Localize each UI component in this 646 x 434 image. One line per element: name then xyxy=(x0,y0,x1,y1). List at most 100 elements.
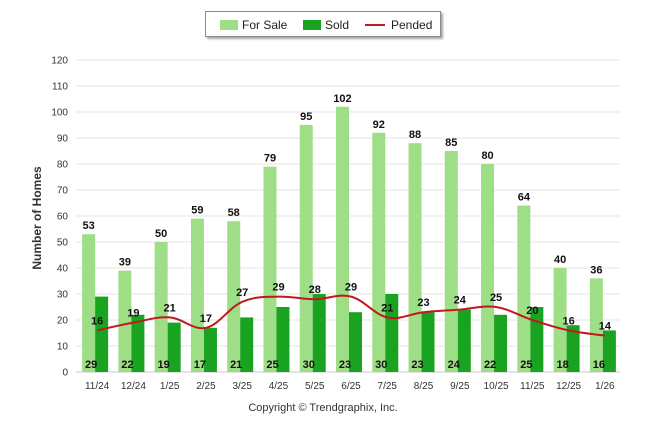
sold-label: 22 xyxy=(121,359,133,371)
sold-bar xyxy=(203,327,217,372)
pended-label: 17 xyxy=(200,313,212,325)
x-tick-label: 12/25 xyxy=(556,381,581,392)
for-sale-label: 79 xyxy=(264,153,276,165)
legend: For Sale Sold Pended xyxy=(205,11,441,37)
pended-line-group xyxy=(96,294,606,337)
data-labels: 53 29 39 22 50 19 59 17 58 21 79 25 95 30 102 23 92 30 88 2… xyxy=(83,93,612,371)
x-tick-label: 2/25 xyxy=(196,381,216,392)
pended-label: 23 xyxy=(417,297,429,309)
sold-bar xyxy=(385,294,399,372)
sold-label: 30 xyxy=(375,359,387,371)
for-sale-label: 64 xyxy=(518,192,531,204)
sold-label: 19 xyxy=(158,359,170,371)
y-tick-label: 120 xyxy=(51,56,68,67)
sold-label: 22 xyxy=(484,359,496,371)
sold-bar xyxy=(421,312,435,372)
sold-bar xyxy=(95,296,109,372)
x-tick-label: 3/25 xyxy=(232,381,252,392)
legend-swatch-pended xyxy=(365,24,385,26)
for-sale-label: 40 xyxy=(554,254,566,266)
pended-label: 19 xyxy=(127,308,139,320)
pended-label: 21 xyxy=(164,302,176,314)
legend-swatch-for-sale xyxy=(220,20,238,30)
for-sale-label: 92 xyxy=(373,119,385,131)
legend-swatch-sold xyxy=(303,20,321,30)
sold-bar xyxy=(312,294,326,372)
sold-label: 16 xyxy=(593,359,605,371)
for-sale-label: 53 xyxy=(83,220,95,232)
for-sale-label: 50 xyxy=(155,228,167,240)
sold-bar xyxy=(494,314,508,372)
sold-bar xyxy=(349,312,362,372)
y-tick-label: 100 xyxy=(51,108,68,119)
for-sale-label: 36 xyxy=(590,264,602,276)
for-sale-bar xyxy=(517,205,531,372)
for-sale-label: 80 xyxy=(481,150,493,162)
y-tick-label: 40 xyxy=(57,264,69,275)
y-tick-label: 0 xyxy=(62,368,68,379)
x-tick-label: 1/25 xyxy=(160,381,180,392)
sold-label: 23 xyxy=(339,359,351,371)
pended-line xyxy=(96,294,606,337)
y-tick-label: 60 xyxy=(57,212,69,223)
x-tick-label: 6/25 xyxy=(341,381,361,392)
sold-label: 21 xyxy=(230,359,242,371)
pended-label: 25 xyxy=(490,292,502,304)
for-sale-label: 85 xyxy=(445,137,457,149)
for-sale-bar xyxy=(408,143,422,372)
for-sale-bar xyxy=(336,106,349,373)
for-sale-label: 102 xyxy=(333,93,351,105)
y-tick-label: 90 xyxy=(57,134,69,145)
for-sale-label: 39 xyxy=(119,257,131,269)
x-tick-label: 8/25 xyxy=(414,381,434,392)
for-sale-bar xyxy=(154,242,168,372)
for-sale-bar xyxy=(589,278,603,372)
for-sale-bar xyxy=(299,125,313,372)
x-tick-label: 10/25 xyxy=(484,381,509,392)
x-tick-label: 11/25 xyxy=(520,381,545,392)
x-tick-label: 12/24 xyxy=(121,381,146,392)
pended-label: 21 xyxy=(381,302,393,314)
sold-label: 23 xyxy=(411,359,423,371)
for-sale-label: 58 xyxy=(228,207,240,219)
for-sale-label: 95 xyxy=(300,111,312,123)
for-sale-bar xyxy=(481,164,495,372)
pended-label: 14 xyxy=(599,321,612,333)
x-tick-label: 9/25 xyxy=(450,381,470,392)
sold-label: 24 xyxy=(448,359,461,371)
legend-label-sold: Sold xyxy=(325,18,350,32)
for-sale-bar xyxy=(190,218,204,372)
sold-bar xyxy=(457,309,471,372)
sold-bars xyxy=(95,294,616,372)
pended-label: 24 xyxy=(454,295,467,307)
for-sale-bar xyxy=(227,221,241,372)
pended-label: 16 xyxy=(562,315,574,327)
x-tick-labels: 11/24 12/24 1/25 2/25 3/25 4/25 5/25 6/25 7/25 8/… xyxy=(85,381,615,392)
x-tick-label: 5/25 xyxy=(305,381,325,392)
pended-label: 28 xyxy=(309,284,321,296)
sold-bar xyxy=(131,314,145,372)
sold-bar xyxy=(167,322,181,372)
for-sale-bar xyxy=(444,151,458,372)
pended-label: 16 xyxy=(91,315,103,327)
legend-label-for-sale: For Sale xyxy=(242,18,288,32)
y-tick-label: 70 xyxy=(57,186,69,197)
for-sale-bar xyxy=(553,268,567,372)
copyright-footer: Copyright © Trendgraphix, Inc. xyxy=(248,402,398,414)
sold-label: 30 xyxy=(303,359,315,371)
y-tick-label: 50 xyxy=(57,238,69,249)
pended-label: 20 xyxy=(526,305,538,317)
for-sale-bar xyxy=(82,234,96,372)
y-tick-label: 10 xyxy=(57,342,69,353)
x-tick-label: 11/24 xyxy=(85,381,110,392)
sold-label: 17 xyxy=(194,359,206,371)
pended-label: 29 xyxy=(272,282,284,294)
for-sale-bars xyxy=(82,106,603,373)
sold-bar xyxy=(566,325,580,372)
sold-label: 25 xyxy=(520,359,532,371)
y-tick-label: 80 xyxy=(57,160,69,171)
sold-label: 29 xyxy=(85,359,97,371)
x-tick-label: 7/25 xyxy=(378,381,398,392)
pended-label: 27 xyxy=(236,287,248,299)
